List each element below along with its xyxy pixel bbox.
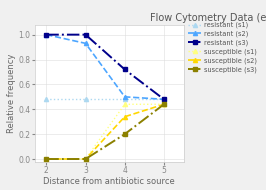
susceptible (s2) bbox=[45, 158, 48, 160]
resistant (s2) bbox=[162, 98, 165, 101]
resistant (s2) bbox=[123, 96, 126, 98]
susceptible (s3) bbox=[162, 103, 165, 105]
Legend: resistant (s1), resistant (s2), resistant (s3), susceptible (s1), susceptible (s: resistant (s1), resistant (s2), resistan… bbox=[188, 22, 257, 73]
susceptible (s2) bbox=[123, 116, 126, 118]
resistant (s1) bbox=[162, 98, 165, 101]
susceptible (s1) bbox=[84, 158, 87, 160]
Line: susceptible (s2): susceptible (s2) bbox=[44, 102, 166, 161]
resistant (s3) bbox=[45, 33, 48, 36]
susceptible (s3) bbox=[123, 133, 126, 135]
resistant (s2) bbox=[84, 42, 87, 44]
susceptible (s1) bbox=[123, 103, 126, 105]
resistant (s1) bbox=[45, 98, 48, 101]
susceptible (s3) bbox=[84, 158, 87, 160]
resistant (s3) bbox=[84, 33, 87, 36]
susceptible (s2) bbox=[84, 158, 87, 160]
resistant (s1) bbox=[123, 98, 126, 101]
susceptible (s1) bbox=[45, 158, 48, 160]
resistant (s2) bbox=[45, 33, 48, 36]
Title: Flow Cytometry Data (exp 5): Flow Cytometry Data (exp 5) bbox=[150, 13, 266, 23]
susceptible (s2) bbox=[162, 103, 165, 105]
resistant (s3) bbox=[162, 98, 165, 101]
Line: resistant (s1): resistant (s1) bbox=[44, 97, 166, 101]
Line: resistant (s2): resistant (s2) bbox=[44, 32, 166, 101]
susceptible (s3) bbox=[45, 158, 48, 160]
resistant (s3) bbox=[123, 68, 126, 71]
Line: susceptible (s1): susceptible (s1) bbox=[44, 102, 166, 161]
Line: susceptible (s3): susceptible (s3) bbox=[44, 102, 166, 161]
resistant (s1) bbox=[84, 98, 87, 101]
susceptible (s1) bbox=[162, 103, 165, 105]
X-axis label: Distance from antibiotic source: Distance from antibiotic source bbox=[43, 177, 175, 186]
Line: resistant (s3): resistant (s3) bbox=[44, 32, 166, 101]
Y-axis label: Relative frequency: Relative frequency bbox=[6, 53, 15, 133]
